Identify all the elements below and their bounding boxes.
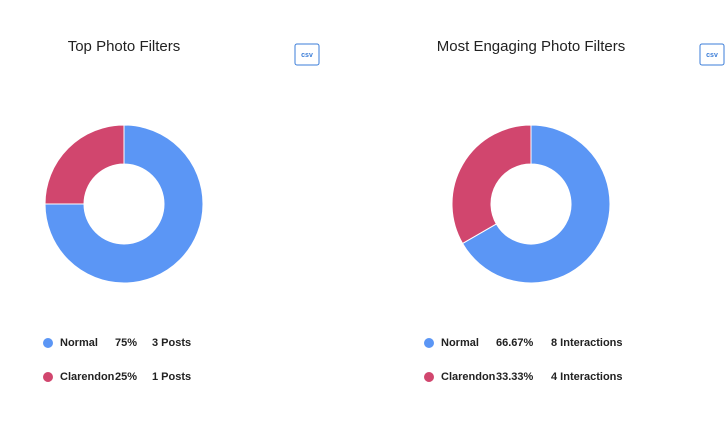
legend-percent: 25% [115,371,137,383]
donut-slice [44,124,125,205]
legend-name: Normal [441,337,479,349]
donut-slice [461,124,611,284]
csv-label[interactable]: csv [706,52,718,59]
csv-button[interactable] [294,43,320,66]
legend-dot [424,372,434,382]
csv-button[interactable] [699,43,725,66]
legend-percent: 33.33% [496,371,534,383]
legend-percent: 66.67% [496,337,534,349]
legend-dot [43,338,53,348]
legend-name: Clarendon [60,371,115,383]
legend-detail: 1 Posts [152,371,191,383]
chart-title: Top Photo Filters [68,38,181,55]
chart-title: Most Engaging Photo Filters [437,38,625,55]
legend-detail: 4 Interactions [551,371,623,383]
legend-percent: 75% [115,337,137,349]
donut-slice [44,124,204,284]
legend-dot [424,338,434,348]
legend-detail: 3 Posts [152,337,191,349]
csv-label[interactable]: csv [301,52,313,59]
legend-dot [43,372,53,382]
legend-name: Clarendon [441,371,496,383]
legend-name: Normal [60,337,98,349]
donut-slice [451,124,532,245]
legend-detail: 8 Interactions [551,337,623,349]
